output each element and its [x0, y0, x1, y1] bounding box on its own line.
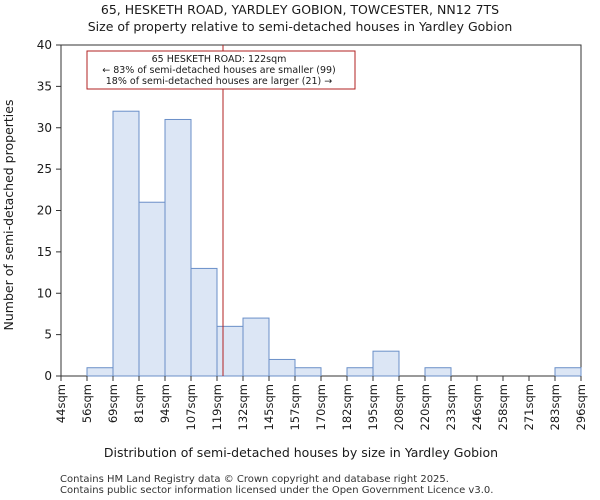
x-tick-label: 182sqm [340, 384, 354, 430]
x-tick-label: 132sqm [236, 384, 250, 430]
bar-220sqm [424, 367, 452, 377]
bar-182sqm [346, 367, 374, 377]
bar-157sqm [294, 367, 322, 377]
bar-195sqm [372, 350, 400, 377]
x-tick-label: 208sqm [392, 384, 406, 430]
x-tick-label: 220sqm [418, 384, 432, 430]
y-axis-label: Number of semi-detached properties [1, 100, 16, 331]
footer-line-1: Contains HM Land Registry data © Crown c… [60, 474, 449, 485]
y-tick-label: 30 [37, 121, 52, 135]
y-tick-label: 15 [37, 245, 52, 259]
bar-119sqm [216, 325, 244, 377]
bar-145sqm [268, 358, 296, 377]
x-tick-label: 271sqm [522, 384, 536, 430]
x-tick-label: 170sqm [314, 384, 328, 430]
x-tick-label: 145sqm [262, 384, 276, 430]
annotation-line-1: 65 HESKETH ROAD: 122sqm [152, 54, 287, 65]
y-tick-label: 0 [44, 369, 52, 383]
x-tick-label: 44sqm [54, 384, 68, 423]
bars-group [86, 110, 582, 377]
bar-69sqm [112, 110, 140, 377]
x-tick-label: 69sqm [106, 384, 120, 423]
x-tick-label: 119sqm [210, 384, 224, 430]
x-tick-label: 258sqm [496, 384, 510, 430]
annotation-frame [86, 50, 356, 90]
x-tick-label: 296sqm [574, 384, 588, 430]
annotation-line-2: ← 83% of semi-detached houses are smalle… [102, 65, 336, 76]
x-tick-label: 94sqm [158, 384, 172, 423]
footer-line-2: Contains public sector information licen… [60, 485, 494, 496]
x-axis: 44sqm 56sqm 69sqm 81sqm 94sqm 107sqm 119sqm 132… [54, 376, 588, 430]
bar-283sqm [554, 367, 582, 377]
x-tick-label: 107sqm [184, 384, 198, 430]
chart-title: 65, HESKETH ROAD, YARDLEY GOBION, TOWCES… [101, 2, 499, 17]
y-tick-label: 35 [37, 79, 52, 93]
bar-94sqm [164, 118, 192, 377]
bar-132sqm [242, 317, 270, 377]
x-axis-label: Distribution of semi-detached houses by … [104, 445, 498, 460]
y-axis: 0 5 10 15 20 25 30 35 40 [37, 38, 61, 383]
x-tick-label: 283sqm [548, 384, 562, 430]
bar-107sqm [190, 267, 218, 377]
x-tick-label: 157sqm [288, 384, 302, 430]
x-tick-label: 81sqm [132, 384, 146, 423]
x-tick-label: 246sqm [470, 384, 484, 430]
y-tick-label: 25 [37, 162, 52, 176]
x-tick-label: 195sqm [366, 384, 380, 430]
x-tick-label: 233sqm [444, 384, 458, 430]
bar-56sqm [86, 367, 114, 377]
chart-subtitle: Size of property relative to semi-detach… [88, 19, 513, 34]
annotation-box: 65 HESKETH ROAD: 122sqm ← 83% of semi-de… [86, 50, 356, 90]
annotation-line-3: 18% of semi-detached houses are larger (… [106, 76, 333, 87]
y-tick-label: 20 [37, 204, 52, 218]
y-tick-label: 5 [44, 328, 52, 342]
y-tick-label: 10 [37, 286, 52, 300]
x-tick-label: 56sqm [80, 384, 94, 423]
bar-81sqm [138, 201, 166, 377]
y-tick-label: 40 [37, 38, 52, 52]
